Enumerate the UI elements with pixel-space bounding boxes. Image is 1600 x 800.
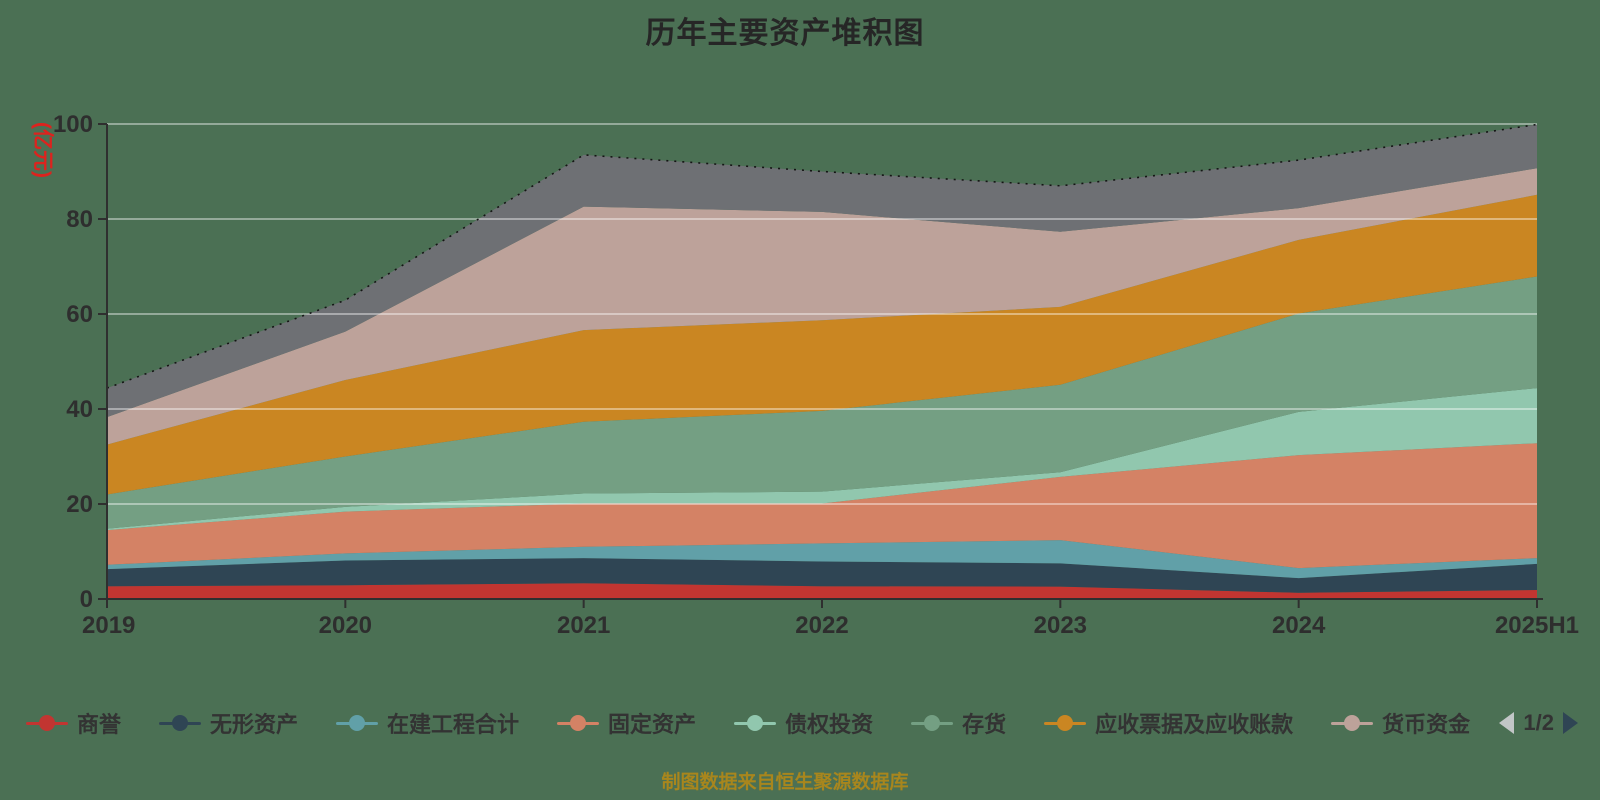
y-tick-label: 100 xyxy=(53,111,93,138)
y-tick-label: 20 xyxy=(66,491,93,518)
line-circle-legend-marker-icon xyxy=(911,714,954,732)
legend-item-存货[interactable]: 存货 xyxy=(911,707,1006,739)
y-tick-label: 60 xyxy=(66,301,93,328)
line-circle-legend-marker-icon xyxy=(336,714,379,732)
x-tick-label: 2021 xyxy=(557,612,610,639)
y-tick-label: 40 xyxy=(66,396,93,423)
legend-item-债权投资[interactable]: 债权投资 xyxy=(734,707,873,739)
area-series-unnamed-9[interactable] xyxy=(107,124,1537,418)
legend-items: 商誉 无形资产 在建工程合计 固定资产 债权投资 存货 应收票据及应收账款 货币资金 xyxy=(26,707,1470,739)
area-series-应收票据及应收账款[interactable] xyxy=(107,194,1537,495)
legend-item-label: 债权投资 xyxy=(785,712,874,737)
x-tick-label: 2024 xyxy=(1272,612,1326,639)
area-series-在建工程合计[interactable] xyxy=(107,540,1537,579)
area-series-商誉[interactable] xyxy=(107,583,1537,599)
x-tick-label: 2023 xyxy=(1034,612,1087,639)
legend-next-icon[interactable] xyxy=(1563,712,1578,734)
legend-item-label: 固定资产 xyxy=(608,712,697,737)
line-circle-legend-marker-icon xyxy=(734,714,777,732)
line-circle-legend-marker-icon xyxy=(557,714,600,732)
area-series-债权投资[interactable] xyxy=(107,388,1537,531)
y-tick-label: 0 xyxy=(80,586,93,613)
legend-item-label: 货币资金 xyxy=(1382,712,1471,737)
area-series-固定资产[interactable] xyxy=(107,443,1537,569)
area-series-货币资金[interactable] xyxy=(107,168,1537,445)
chart-title: 历年主要资产堆积图 xyxy=(645,17,925,50)
legend-item-label: 商誉 xyxy=(77,712,122,737)
legend-item-应收票据及应收账款[interactable]: 应收票据及应收账款 xyxy=(1044,707,1293,739)
legend-pagination: 1/2 xyxy=(1499,710,1578,736)
line-circle-legend-marker-icon xyxy=(26,714,68,732)
legend-item-label: 在建工程合计 xyxy=(387,712,520,737)
legend-prev-icon[interactable] xyxy=(1499,712,1515,734)
area-series-无形资产[interactable] xyxy=(107,558,1537,593)
legend-item-商誉[interactable]: 商誉 xyxy=(26,707,121,739)
line-circle-legend-marker-icon xyxy=(1044,714,1087,732)
legend-item-label: 应收票据及应收账款 xyxy=(1095,712,1294,737)
legend-item-无形资产[interactable]: 无形资产 xyxy=(159,707,298,739)
x-tick-label: 2020 xyxy=(319,612,372,639)
data-source-caption: 制图数据来自恒生聚源数据库 xyxy=(661,772,909,793)
legend-item-固定资产[interactable]: 固定资产 xyxy=(557,707,696,739)
legend-item-label: 存货 xyxy=(962,712,1007,737)
line-circle-legend-marker-icon xyxy=(1331,714,1374,732)
legend-item-在建工程合计[interactable]: 在建工程合计 xyxy=(336,707,519,739)
x-tick-label: 2022 xyxy=(795,612,848,639)
x-tick-label: 2019 xyxy=(82,612,135,639)
x-tick-label: 2025H1 xyxy=(1495,612,1579,639)
line-circle-legend-marker-icon xyxy=(159,714,202,732)
legend-item-货币资金[interactable]: 货币资金 xyxy=(1331,707,1470,739)
legend: 商誉 无形资产 在建工程合计 固定资产 债权投资 存货 应收票据及应收账款 货币资金 1/2 xyxy=(26,700,1578,746)
y-tick-label: 80 xyxy=(66,206,93,233)
legend-page-indicator: 1/2 xyxy=(1523,710,1554,735)
legend-item-label: 无形资产 xyxy=(210,712,299,737)
area-series-存货[interactable] xyxy=(107,276,1537,529)
